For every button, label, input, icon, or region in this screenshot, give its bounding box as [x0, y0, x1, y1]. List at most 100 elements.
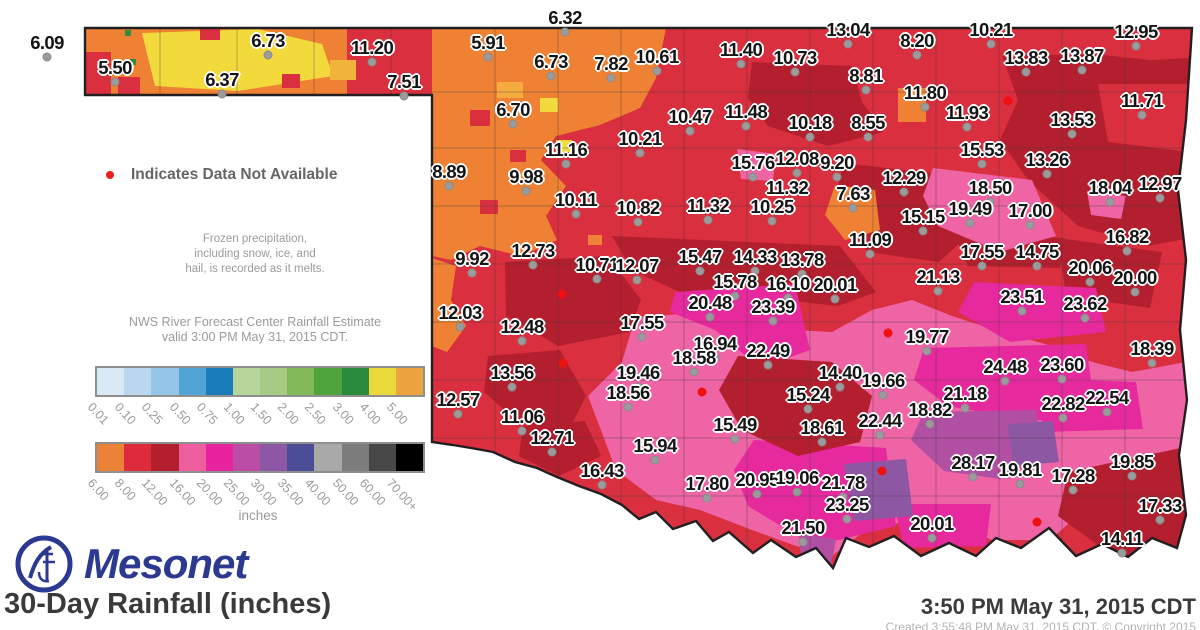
station-dot-icon [832, 172, 842, 182]
station-dot-icon [1155, 515, 1165, 525]
station-dot-icon [1127, 471, 1137, 481]
station-value-label: 21.50 [781, 517, 825, 538]
station-dot-icon [977, 159, 987, 169]
station-dot-icon [650, 455, 660, 465]
station-value-label: 18.56 [606, 382, 650, 403]
station-dot-icon [217, 89, 227, 99]
station-dot-icon [560, 27, 570, 37]
station-dot-icon [962, 122, 972, 132]
scale-tick-label: 0.50 [166, 400, 194, 428]
station-value-label: 10.73 [773, 47, 817, 68]
page-title: 30-Day Rainfall (inches) [4, 588, 332, 620]
station-value-label: 13.83 [1004, 47, 1048, 68]
station-dot-icon [843, 39, 853, 49]
station-value-label: 12.95 [1114, 21, 1158, 42]
scale-swatch [314, 368, 342, 395]
station-value-label: 13.56 [490, 362, 534, 383]
station-value-label: 12.07 [615, 255, 659, 276]
station-dot-icon [399, 91, 409, 101]
station-value-label: 17.55 [960, 241, 1004, 262]
scale-swatch [97, 444, 125, 471]
station-value-label: 18.04 [1088, 177, 1132, 198]
station-dot-icon [592, 274, 602, 284]
station-value-label: 7.51 [387, 71, 421, 92]
station-dot-icon [920, 102, 930, 112]
station-value-label: 11.32 [765, 177, 809, 198]
station-value-label: 6.37 [205, 69, 239, 90]
station-dot-icon [783, 293, 793, 303]
scale-tick-label: 5.00 [383, 400, 411, 428]
units-label: inches [238, 508, 278, 523]
station-dot-icon [960, 403, 970, 413]
station-dot-icon [263, 50, 273, 60]
station-dot-icon [508, 119, 518, 129]
station-value-label: 12.57 [436, 389, 480, 410]
station-dot-icon [803, 404, 813, 414]
station-dot-icon [865, 249, 875, 259]
station-value-label: 11.20 [350, 37, 394, 58]
scale-swatch [205, 368, 233, 395]
missing-data-dot-icon [883, 328, 893, 338]
scale-swatch [287, 444, 315, 471]
station-value-label: 21.18 [943, 383, 987, 404]
station-dot-icon [830, 294, 840, 304]
station-value-label: 19.66 [861, 370, 905, 391]
station-value-label: 28.17 [951, 452, 995, 473]
scale-tick-label: 3.00 [329, 400, 357, 428]
station-value-label: 19.81 [998, 459, 1042, 480]
station-dot-icon [918, 226, 928, 236]
station-dot-icon [1155, 193, 1165, 203]
station-value-label: 10.47 [668, 106, 712, 127]
station-dot-icon [797, 269, 807, 279]
scale-swatch [232, 444, 261, 471]
missing-data-dot-icon [558, 358, 568, 368]
station-value-label: 14.33 [733, 246, 777, 267]
station-dot-icon [1117, 548, 1127, 558]
missing-data-dot-icon [557, 289, 567, 299]
station-value-label: 8.20 [900, 30, 934, 51]
station-value-label: 6.70 [496, 99, 530, 120]
station-dot-icon [597, 480, 607, 490]
station-value-label: 13.26 [1025, 149, 1069, 170]
station-value-label: 16.94 [693, 333, 737, 354]
scale-tick-label: 0.75 [193, 400, 221, 428]
station-dot-icon [878, 390, 888, 400]
station-dot-icon [965, 218, 975, 228]
station-dot-icon [768, 316, 778, 326]
station-dot-icon [1102, 407, 1112, 417]
scale-swatch [314, 444, 342, 471]
station-dot-icon [1085, 277, 1095, 287]
station-dot-icon [798, 537, 808, 547]
station-value-label: 16.43 [580, 460, 624, 481]
scale-swatch [151, 444, 179, 471]
station-dot-icon [110, 77, 120, 87]
data-not-available-note: Indicates Data Not Available [106, 166, 337, 184]
station-value-label: 13.87 [1060, 45, 1104, 66]
station-value-label: 10.21 [969, 19, 1013, 40]
scale-tick-label: 8.00 [111, 476, 139, 504]
station-value-label: 13.04 [826, 19, 870, 40]
station-dot-icon [763, 360, 773, 370]
station-dot-icon [547, 447, 557, 457]
station-value-label: 9.20 [820, 152, 854, 173]
station-dot-icon [571, 209, 581, 219]
station-dot-icon [1105, 197, 1115, 207]
station-value-label: 15.15 [901, 206, 945, 227]
station-value-label: 23.25 [825, 494, 869, 515]
station-dot-icon [875, 430, 885, 440]
station-dot-icon [623, 402, 633, 412]
station-value-label: 15.53 [960, 139, 1004, 160]
station-dot-icon [848, 203, 858, 213]
station-value-label: 11.32 [686, 195, 730, 216]
color-scale-high [95, 442, 425, 473]
station-value-label: 18.39 [1130, 338, 1174, 359]
station-value-label: 10.71 [575, 254, 619, 275]
station-value-label: 8.89 [432, 161, 466, 182]
station-value-label: 10.82 [616, 197, 660, 218]
station-dot-icon [985, 197, 995, 207]
station-dot-icon [1017, 306, 1027, 316]
station-value-label: 21.13 [916, 266, 960, 287]
station-value-label: 9.92 [455, 248, 489, 269]
scale-swatch [260, 444, 288, 471]
